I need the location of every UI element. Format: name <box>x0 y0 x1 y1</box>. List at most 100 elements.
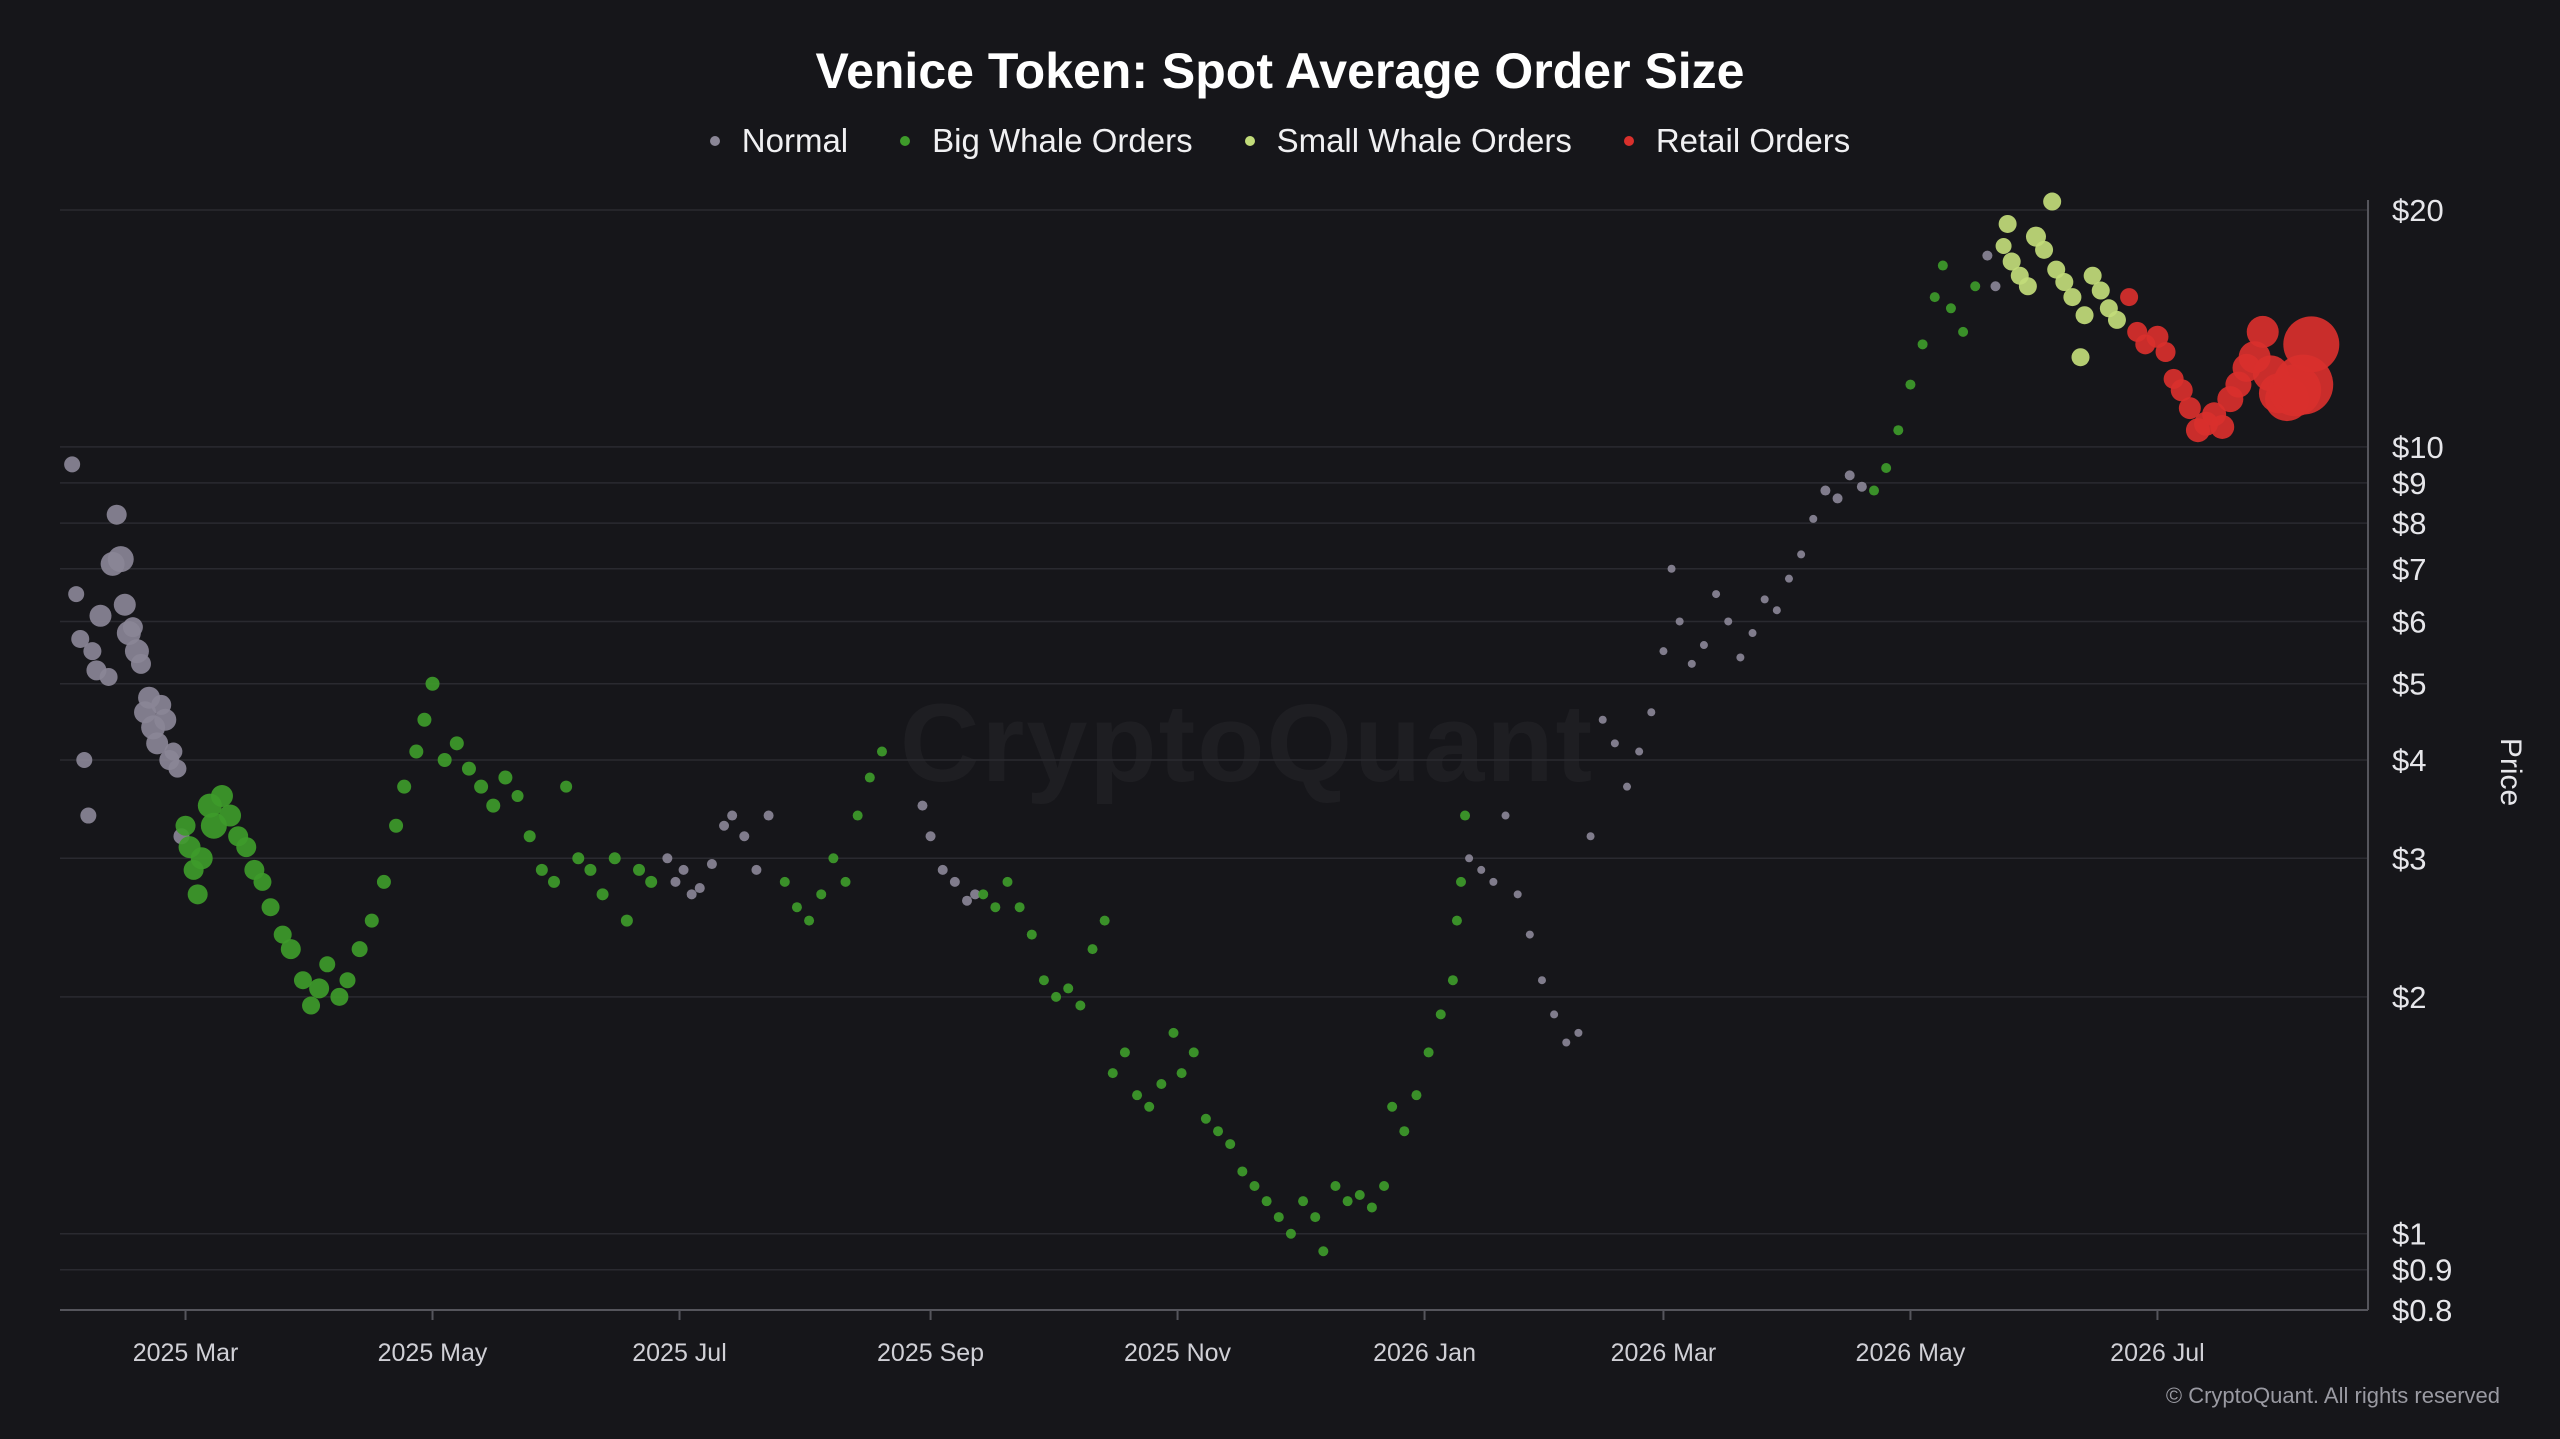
data-point[interactable] <box>1586 832 1595 841</box>
data-point[interactable] <box>1525 930 1534 939</box>
data-point[interactable] <box>1447 975 1458 986</box>
data-point[interactable] <box>1200 1113 1211 1124</box>
data-point[interactable] <box>168 759 187 778</box>
data-point[interactable] <box>1869 485 1880 496</box>
data-point[interactable] <box>925 831 936 842</box>
data-point[interactable] <box>2120 288 2139 307</box>
data-point[interactable] <box>2035 240 2054 259</box>
legend-item-retail[interactable]: Retail Orders <box>1623 122 1850 160</box>
data-point[interactable] <box>1354 1190 1365 1201</box>
data-point[interactable] <box>210 785 233 808</box>
data-point[interactable] <box>2055 273 2074 292</box>
data-point[interactable] <box>804 915 815 926</box>
data-point[interactable] <box>437 753 452 767</box>
data-point[interactable] <box>1318 1246 1329 1257</box>
data-point[interactable] <box>154 708 177 731</box>
data-point[interactable] <box>1856 481 1867 492</box>
data-point[interactable] <box>1970 281 1981 292</box>
data-point[interactable] <box>596 888 609 901</box>
data-point[interactable] <box>633 863 646 876</box>
data-point[interactable] <box>1342 1196 1353 1207</box>
data-point[interactable] <box>1144 1101 1155 1112</box>
data-point[interactable] <box>113 593 136 616</box>
data-point[interactable] <box>130 653 151 674</box>
data-point[interactable] <box>293 971 312 990</box>
data-point[interactable] <box>1489 877 1498 886</box>
data-point[interactable] <box>1273 1212 1284 1223</box>
data-point[interactable] <box>1635 747 1644 756</box>
data-point[interactable] <box>2083 266 2102 285</box>
data-point[interactable] <box>1225 1139 1236 1150</box>
data-point[interactable] <box>523 830 536 843</box>
data-point[interactable] <box>1982 250 1993 261</box>
data-point[interactable] <box>1063 983 1074 994</box>
data-point[interactable] <box>1562 1038 1571 1047</box>
data-point[interactable] <box>389 818 404 833</box>
data-point[interactable] <box>1712 590 1721 599</box>
data-point[interactable] <box>1156 1078 1167 1089</box>
data-point[interactable] <box>1784 574 1793 583</box>
data-point[interactable] <box>816 889 827 900</box>
data-point[interactable] <box>175 815 196 836</box>
data-point[interactable] <box>1832 493 1843 504</box>
data-point[interactable] <box>1435 1009 1446 1020</box>
data-point[interactable] <box>89 604 112 627</box>
data-point[interactable] <box>620 914 633 927</box>
data-point[interactable] <box>763 810 774 821</box>
data-point[interactable] <box>2107 310 2126 329</box>
data-point[interactable] <box>2246 315 2279 348</box>
data-point[interactable] <box>2043 192 2062 211</box>
data-point[interactable] <box>751 864 762 875</box>
data-point[interactable] <box>1937 260 1948 271</box>
data-point[interactable] <box>1075 1000 1086 1011</box>
data-point[interactable] <box>1237 1166 1248 1177</box>
data-point[interactable] <box>2063 288 2082 307</box>
data-point[interactable] <box>1411 1090 1422 1101</box>
data-point[interactable] <box>2283 316 2340 373</box>
data-point[interactable] <box>584 863 597 876</box>
data-point[interactable] <box>876 746 887 757</box>
data-point[interactable] <box>2002 252 2021 271</box>
data-point[interactable] <box>739 831 750 842</box>
data-point[interactable] <box>970 889 981 900</box>
data-point[interactable] <box>1905 379 1916 390</box>
data-point[interactable] <box>852 810 863 821</box>
data-point[interactable] <box>1038 975 1049 986</box>
data-point[interactable] <box>2170 379 2193 402</box>
data-point[interactable] <box>645 875 658 888</box>
data-point[interactable] <box>1929 292 1940 303</box>
data-point[interactable] <box>68 586 85 603</box>
data-point[interactable] <box>1298 1196 1309 1207</box>
data-point[interactable] <box>1699 641 1708 650</box>
data-point[interactable] <box>1379 1180 1390 1191</box>
data-point[interactable] <box>694 883 705 894</box>
data-point[interactable] <box>2018 277 2037 296</box>
data-point[interactable] <box>1550 1010 1559 1019</box>
data-point[interactable] <box>1366 1202 1377 1213</box>
data-point[interactable] <box>2155 341 2176 362</box>
data-point[interactable] <box>71 629 90 648</box>
data-point[interactable] <box>1990 281 2001 292</box>
data-point[interactable] <box>828 853 839 864</box>
data-point[interactable] <box>1423 1047 1434 1058</box>
data-point[interactable] <box>2210 414 2235 439</box>
data-point[interactable] <box>1893 425 1904 436</box>
data-point[interactable] <box>486 798 501 813</box>
data-point[interactable] <box>190 847 213 870</box>
data-point[interactable] <box>319 956 336 973</box>
data-point[interactable] <box>1460 810 1471 821</box>
data-point[interactable] <box>1667 564 1676 573</box>
data-point[interactable] <box>678 864 689 875</box>
data-point[interactable] <box>106 504 127 525</box>
data-point[interactable] <box>662 853 673 864</box>
data-point[interactable] <box>547 875 560 888</box>
data-point[interactable] <box>511 790 524 803</box>
data-point[interactable] <box>1455 876 1466 887</box>
data-point[interactable] <box>560 780 573 793</box>
data-point[interactable] <box>187 884 208 905</box>
data-point[interactable] <box>1844 470 1855 481</box>
data-point[interactable] <box>1917 339 1928 350</box>
data-point[interactable] <box>791 902 802 913</box>
data-point[interactable] <box>1610 739 1619 748</box>
